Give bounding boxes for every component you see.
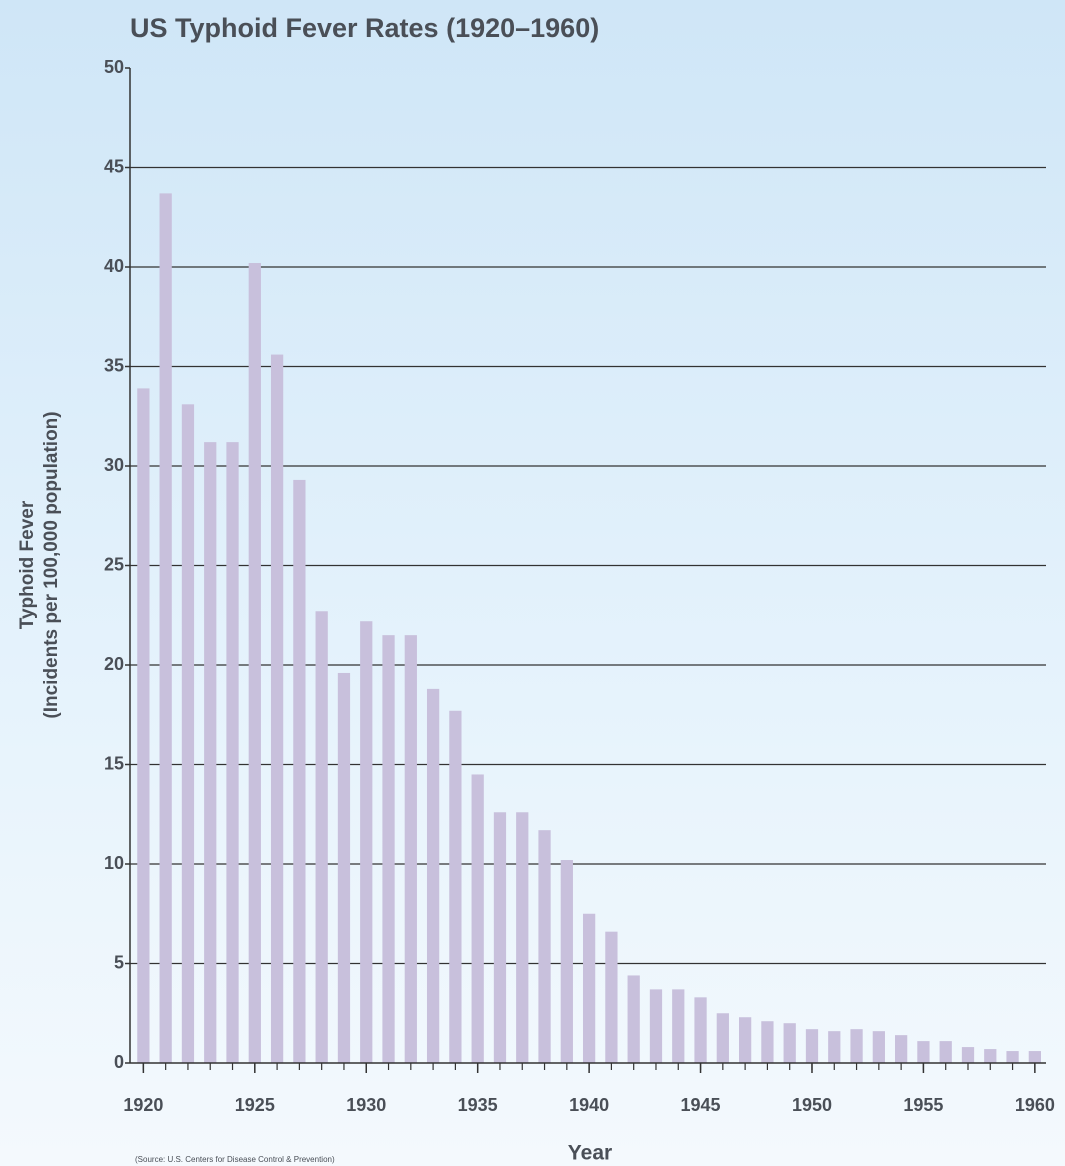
y-tick-label: 10	[104, 853, 124, 873]
bar	[850, 1029, 863, 1063]
bar	[382, 635, 395, 1063]
y-tick-label: 20	[104, 654, 124, 674]
bar	[828, 1031, 841, 1063]
bar	[226, 442, 239, 1063]
bar	[137, 388, 150, 1063]
bar	[805, 1029, 819, 1063]
bar	[471, 774, 484, 1063]
bar	[649, 989, 663, 1063]
bar	[315, 611, 328, 1063]
bar	[605, 931, 618, 1063]
bar	[895, 1035, 908, 1063]
x-tick-label: 1960	[1015, 1095, 1055, 1115]
chart-title: US Typhoid Fever Rates (1920–1960)	[130, 13, 599, 43]
bar	[181, 404, 195, 1063]
y-tick-label: 45	[104, 156, 124, 176]
y-tick-label: 40	[104, 256, 124, 276]
y-axis-label: (Incidents per 100,000 population)	[41, 411, 62, 718]
bar	[293, 479, 306, 1063]
source-note: (Source: U.S. Centers for Disease Contro…	[135, 1155, 335, 1164]
bar	[961, 1047, 975, 1063]
bar	[984, 1049, 997, 1063]
x-tick-label: 1920	[123, 1095, 163, 1115]
y-tick-label: 50	[104, 57, 124, 77]
y-tick-label: 35	[104, 355, 124, 375]
x-tick-label: 1950	[792, 1095, 832, 1115]
bar	[204, 442, 217, 1063]
bar	[738, 1017, 752, 1063]
y-tick-label: 15	[104, 753, 124, 773]
bar	[538, 830, 551, 1063]
bar	[672, 989, 685, 1063]
y-axis-label: Typhoid Fever	[17, 500, 38, 629]
bar	[426, 688, 440, 1063]
bar	[917, 1041, 930, 1063]
bar	[516, 812, 529, 1063]
y-tick-label: 0	[114, 1052, 124, 1072]
bar	[694, 997, 707, 1063]
bar	[449, 710, 462, 1063]
y-tick-label: 5	[114, 952, 124, 972]
bar	[1028, 1051, 1041, 1063]
x-tick-label: 1955	[903, 1095, 943, 1115]
bar	[939, 1041, 952, 1063]
x-tick-label: 1945	[681, 1095, 721, 1115]
x-tick-label: 1940	[569, 1095, 609, 1115]
bar	[493, 812, 507, 1063]
bar	[404, 635, 417, 1063]
bar	[159, 193, 172, 1063]
y-tick-label: 30	[104, 455, 124, 475]
bar	[627, 975, 640, 1063]
bar	[582, 913, 596, 1063]
bar	[761, 1021, 774, 1063]
bar	[1006, 1051, 1019, 1063]
bar	[360, 621, 373, 1063]
x-axis-label: Year	[568, 1142, 612, 1165]
bar	[716, 1013, 729, 1063]
bar	[248, 263, 261, 1063]
bar	[270, 354, 284, 1063]
y-tick-label: 25	[104, 554, 124, 574]
bar	[872, 1031, 885, 1063]
bar	[783, 1023, 796, 1063]
x-tick-label: 1935	[458, 1095, 498, 1115]
x-tick-label: 1925	[235, 1095, 275, 1115]
bar	[337, 672, 351, 1063]
bar	[560, 860, 573, 1063]
x-tick-label: 1930	[346, 1095, 386, 1115]
